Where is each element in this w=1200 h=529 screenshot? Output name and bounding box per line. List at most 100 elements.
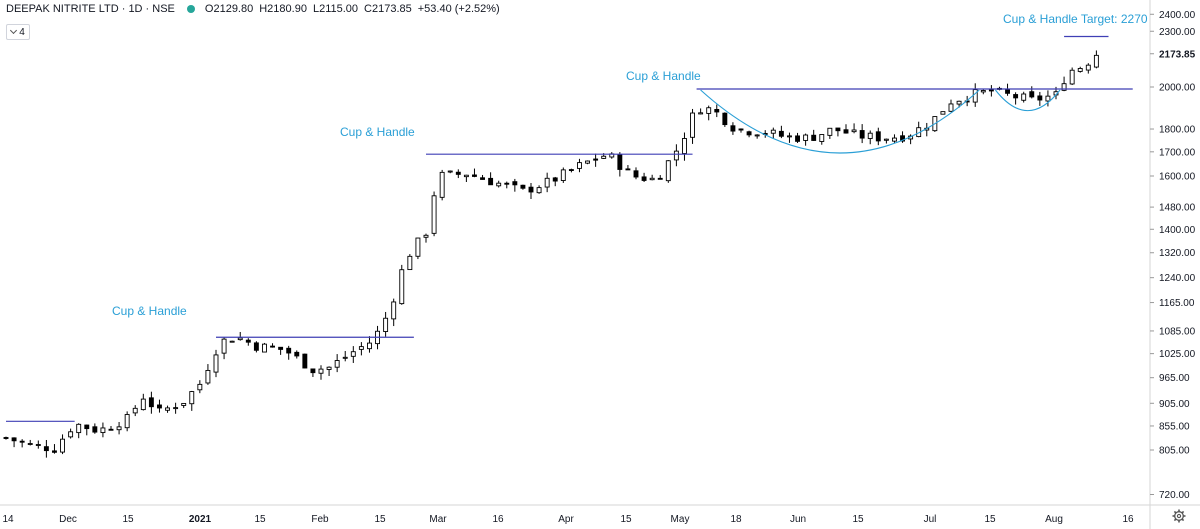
time-tick-label: Mar xyxy=(429,514,447,525)
candle-up xyxy=(213,354,219,373)
price-tick-label: 805.00 xyxy=(1159,446,1190,457)
candle-up xyxy=(132,407,138,414)
candle-up xyxy=(665,160,671,182)
candle-down xyxy=(730,125,736,132)
candle-up xyxy=(892,137,897,142)
candle-down xyxy=(1037,95,1043,101)
candle-down xyxy=(472,174,477,177)
candle-down xyxy=(795,135,800,142)
candle-down xyxy=(294,351,300,357)
candle-up xyxy=(439,171,445,198)
indicator-count: 4 xyxy=(19,26,25,38)
chevron-down-icon xyxy=(10,26,18,35)
change-value: +53.40 (+2.52%) xyxy=(417,3,500,15)
candle-up xyxy=(577,162,582,169)
price-tick-label: 965.00 xyxy=(1159,373,1190,384)
candle-down xyxy=(108,428,114,431)
price-tick-label: 1800.00 xyxy=(1159,125,1196,136)
candle-down xyxy=(875,131,881,142)
candle-up xyxy=(698,112,704,115)
candle-up xyxy=(690,112,695,138)
candle-up xyxy=(165,407,170,411)
candle-up xyxy=(189,391,195,405)
time-tick-label: 15 xyxy=(122,514,134,525)
candle-down xyxy=(714,108,720,113)
candle-up xyxy=(754,134,760,137)
indicator-toggle[interactable]: 4 xyxy=(6,24,30,40)
candle-up xyxy=(391,301,397,320)
price-tick-label: 2300.00 xyxy=(1159,27,1196,38)
candle-down xyxy=(302,353,308,369)
candle-up xyxy=(496,182,502,187)
candle-down xyxy=(900,135,905,142)
candle-up xyxy=(536,187,542,194)
candle-up xyxy=(27,443,33,445)
candle-up xyxy=(601,155,607,159)
cup-curve xyxy=(994,89,1061,112)
time-tick-label: 15 xyxy=(852,514,864,525)
candle-down xyxy=(568,169,574,172)
candle-up xyxy=(76,423,82,434)
price-tick-label: 1480.00 xyxy=(1159,203,1196,214)
candle-up xyxy=(1061,83,1067,91)
candle-down xyxy=(625,168,631,171)
candle-up xyxy=(649,177,655,181)
price-tick-label: 1085.00 xyxy=(1159,326,1196,337)
candle-down xyxy=(512,181,518,186)
candle-up xyxy=(399,269,405,305)
candle-up xyxy=(948,103,954,112)
symbol-title[interactable]: DEEPAK NITRITE LTD · 1D · NSE xyxy=(6,3,175,15)
cup-curve xyxy=(700,89,980,154)
candle-down xyxy=(504,182,510,185)
price-tick-label: 1400.00 xyxy=(1159,225,1196,236)
candle-down xyxy=(641,176,647,181)
candle-up xyxy=(803,134,809,141)
candle-up xyxy=(140,398,146,411)
candle-up xyxy=(116,426,122,431)
candle-up xyxy=(673,150,679,161)
price-tick-label: 1600.00 xyxy=(1159,172,1196,183)
low-value: L2115.00 xyxy=(312,3,359,15)
time-tick-label: 15 xyxy=(254,514,266,525)
candle-up xyxy=(787,135,792,138)
candle-down xyxy=(528,186,534,193)
candle-down xyxy=(811,134,817,141)
close-value: C2173.85 xyxy=(364,3,412,15)
candle-up xyxy=(827,127,833,136)
time-tick-label: Jul xyxy=(924,514,937,525)
candle-up xyxy=(867,132,873,139)
candle-down xyxy=(722,112,728,126)
candle-up xyxy=(350,351,356,357)
time-tick-label: 16 xyxy=(1122,514,1134,525)
time-tick-label: May xyxy=(671,514,690,525)
candle-up xyxy=(173,407,179,410)
time-tick-label: Jun xyxy=(790,514,806,525)
time-tick-label: 15 xyxy=(984,514,996,525)
candle-up xyxy=(1085,64,1091,71)
candle-up xyxy=(980,90,986,93)
high-value: H2180.90 xyxy=(259,3,307,15)
candle-up xyxy=(851,129,857,133)
time-tick-label: Aug xyxy=(1045,514,1063,525)
candle-down xyxy=(310,368,316,374)
candle-down xyxy=(245,339,251,343)
candle-up xyxy=(35,444,41,446)
candle-up xyxy=(100,427,106,434)
candle-up xyxy=(956,100,962,105)
candle-down xyxy=(3,437,9,439)
candle-up xyxy=(1077,68,1083,72)
time-tick-label: Dec xyxy=(59,514,77,525)
candle-down xyxy=(278,346,284,350)
candle-up xyxy=(367,342,372,350)
candle-up xyxy=(431,195,437,234)
candle-down xyxy=(552,177,558,182)
candle-up xyxy=(770,129,776,134)
candle-down xyxy=(633,170,639,178)
candle-up xyxy=(423,234,429,238)
gear-icon[interactable] xyxy=(1172,509,1186,523)
last-price-label: 2173.85 xyxy=(1159,49,1196,60)
candle-up xyxy=(1069,69,1075,85)
candle-up xyxy=(1093,54,1099,68)
candle-up xyxy=(205,369,211,384)
